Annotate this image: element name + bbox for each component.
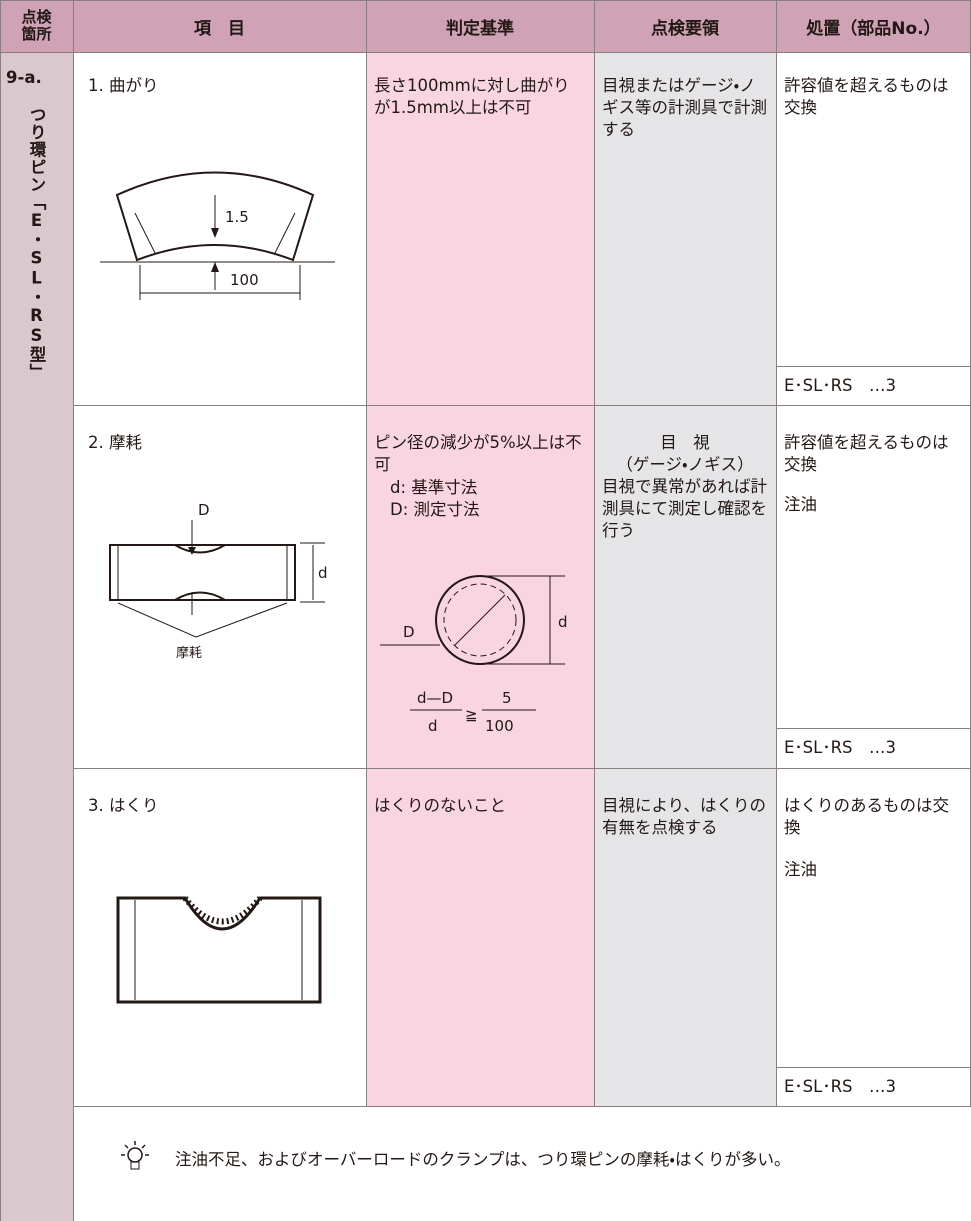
bend-figure: 1.5 100 xyxy=(100,171,335,300)
action: 許容値を超えるものは交換 xyxy=(784,76,949,117)
method: 目視またはゲージ・ノギス等の計測具で計測する xyxy=(602,76,767,139)
border xyxy=(594,0,595,1106)
border xyxy=(73,1106,971,1107)
action: はくりのあるものは交換 xyxy=(784,796,949,837)
header-bg xyxy=(0,0,971,52)
section-name: つり環ピン「E・SL・RS型」 xyxy=(27,106,46,381)
action: 許容値を超えるものは交換 xyxy=(784,433,949,474)
figure-label: 1.5 xyxy=(225,208,249,226)
border xyxy=(776,728,971,729)
header-cell: 処置（部品No.） xyxy=(806,18,941,39)
diameter-figure: D d d—D d ≧ 5 100 xyxy=(380,575,568,735)
criteria: 長さ100mmに対し曲がりが1.5mm以上は不可 xyxy=(374,76,570,117)
formula: 100 xyxy=(485,717,514,735)
header-cell: 点検要領 xyxy=(651,18,719,39)
formula: 5 xyxy=(502,689,512,707)
border xyxy=(0,0,1,1221)
header-cell: 判定基準 xyxy=(446,18,514,39)
part-no: E･SL･RS …3 xyxy=(784,738,897,757)
figure-label: D xyxy=(403,623,415,641)
header-cell: 点検箇所 xyxy=(21,8,52,43)
border xyxy=(73,0,74,1221)
criteria: d: 基準寸法 xyxy=(390,478,478,497)
formula: d—D xyxy=(417,689,453,707)
formula: d xyxy=(428,717,438,735)
method: 目視で異常があれば計測具にて測定し確認を行う xyxy=(602,477,767,540)
item: 1. 曲がり xyxy=(88,76,159,95)
note: 注油不足、およびオーバーロードのクランプは、つり環ピンの摩耗・はくりが多い。 xyxy=(175,1150,791,1169)
border xyxy=(73,768,971,769)
action: 注油 xyxy=(784,860,817,879)
item: 3. はくり xyxy=(88,796,159,815)
header-cell: 項 目 xyxy=(194,18,245,39)
figure-label: d xyxy=(318,564,328,582)
part-no: E･SL･RS …3 xyxy=(784,1077,897,1096)
criteria-bg xyxy=(366,52,594,1106)
border xyxy=(366,0,367,1106)
tip-icon xyxy=(121,1141,149,1170)
peeling-figure xyxy=(116,896,322,1004)
figure-label: 摩耗 xyxy=(176,646,202,660)
wear-figure: D d 摩耗 xyxy=(109,501,328,660)
criteria: D: 測定寸法 xyxy=(390,500,480,519)
method: 目視により、はくりの有無を点検する xyxy=(602,796,767,837)
border xyxy=(73,405,971,406)
figure-label: d xyxy=(558,613,568,631)
border xyxy=(0,52,971,53)
method: （ゲージ・ノギス） xyxy=(616,455,754,474)
criteria: はくりのないこと xyxy=(374,796,506,815)
border xyxy=(776,1067,971,1068)
border xyxy=(776,366,971,367)
part-no: E･SL･RS …3 xyxy=(784,376,897,395)
item: 2. 摩耗 xyxy=(88,433,142,452)
method: 目 視 xyxy=(660,433,710,452)
border xyxy=(0,0,971,1)
figure-label: D xyxy=(198,501,210,519)
figure-label: 100 xyxy=(230,271,259,289)
formula: ≧ xyxy=(465,706,478,724)
action: 注油 xyxy=(784,495,817,514)
method-bg xyxy=(594,52,776,1106)
section-code: 9-a. xyxy=(6,68,42,87)
border xyxy=(776,0,777,1106)
section-bg xyxy=(0,52,73,1221)
criteria: ピン径の減少が5%以上は不可 xyxy=(374,433,582,474)
